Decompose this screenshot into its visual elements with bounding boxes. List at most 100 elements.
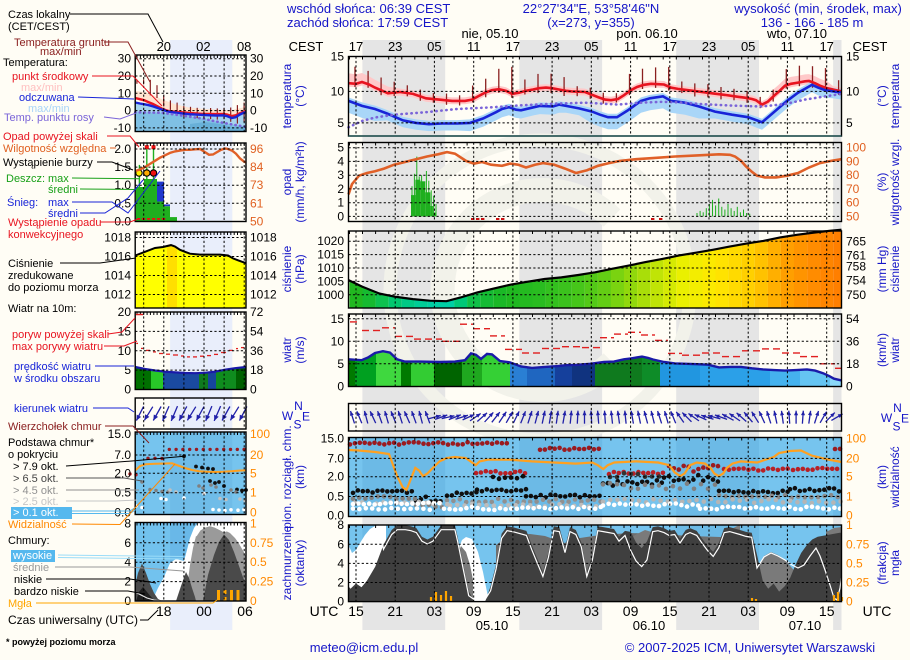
svg-text:17: 17	[819, 39, 833, 54]
svg-text:2: 2	[124, 575, 131, 589]
svg-text:prędkość wiatru: prędkość wiatru	[14, 361, 91, 373]
svg-text:03: 03	[427, 603, 443, 619]
svg-text:(hPa): (hPa)	[293, 254, 307, 283]
svg-text:Wystąpienie opadu: Wystąpienie opadu	[8, 217, 101, 229]
svg-text:> 0.1 okt.: > 0.1 okt.	[13, 507, 59, 519]
svg-text:wschód słońca: 06:39 CEST: wschód słońca: 06:39 CEST	[286, 1, 450, 16]
svg-text:15: 15	[662, 603, 678, 619]
svg-text:15: 15	[348, 603, 364, 619]
svg-text:W: W	[282, 409, 294, 423]
svg-text:Wystąpienie burzy: Wystąpienie burzy	[3, 157, 93, 169]
svg-text:4: 4	[124, 555, 131, 569]
svg-text:23: 23	[545, 39, 559, 54]
svg-text:54: 54	[250, 324, 264, 338]
svg-text:(km): (km)	[293, 465, 307, 489]
svg-text:punkt środkowy: punkt środkowy	[12, 71, 89, 83]
svg-text:5: 5	[337, 116, 344, 130]
svg-text:0.5: 0.5	[114, 196, 131, 210]
svg-text:nie, 05.10: nie, 05.10	[461, 26, 518, 41]
svg-text:(°C): (°C)	[293, 85, 307, 106]
svg-text:UTC: UTC	[863, 603, 892, 619]
svg-text:08: 08	[237, 39, 251, 54]
svg-text:temperatura: temperatura	[888, 63, 902, 128]
svg-text:zachód słońca: 17:59 CEST: zachód słońca: 17:59 CEST	[287, 15, 448, 30]
svg-text:(CET/CEST): (CET/CEST)	[8, 21, 70, 33]
svg-text:-10: -10	[250, 121, 268, 135]
svg-text:05: 05	[741, 39, 755, 54]
svg-text:do poziomu morza: do poziomu morza	[8, 282, 99, 294]
svg-text:6: 6	[124, 536, 131, 550]
svg-text:20: 20	[157, 39, 171, 54]
svg-text:widzialność: widzialność	[888, 446, 902, 508]
svg-text:1014: 1014	[104, 269, 131, 283]
svg-text:> 7.9 okt.: > 7.9 okt.	[13, 461, 59, 473]
svg-text:meteo@icm.edu.pl: meteo@icm.edu.pl	[310, 640, 419, 655]
svg-text:05: 05	[584, 39, 598, 54]
svg-text:15.0: 15.0	[108, 427, 132, 441]
svg-text:72: 72	[250, 305, 264, 319]
svg-text:1010: 1010	[317, 261, 344, 275]
svg-text:8: 8	[337, 518, 344, 532]
svg-text:wiatr: wiatr	[280, 337, 294, 363]
svg-text:Opad powyżej skali: Opad powyżej skali	[3, 131, 98, 143]
svg-text:0: 0	[250, 383, 257, 397]
svg-text:22°27'34"E, 53°58'46"N: 22°27'34"E, 53°58'46"N	[523, 1, 660, 16]
svg-text:Wiatr na 10m:: Wiatr na 10m:	[8, 303, 76, 315]
svg-text:max: max	[48, 173, 69, 185]
svg-text:7.0: 7.0	[114, 448, 131, 462]
svg-text:30: 30	[250, 52, 264, 66]
svg-text:(%): (%)	[875, 173, 889, 192]
svg-text:15: 15	[118, 324, 132, 338]
svg-text:1: 1	[250, 486, 257, 500]
svg-text:1014: 1014	[250, 269, 277, 283]
svg-text:84: 84	[250, 160, 264, 174]
svg-text:36: 36	[846, 334, 860, 348]
svg-text:1005: 1005	[317, 274, 344, 288]
svg-text:0: 0	[846, 595, 853, 609]
svg-text:(mm Hg): (mm Hg)	[875, 246, 889, 293]
svg-text:(mm/h, kg/m²h): (mm/h, kg/m²h)	[293, 141, 307, 222]
svg-text:136 - 166 - 185 m: 136 - 166 - 185 m	[761, 15, 864, 30]
svg-text:w środku obszaru: w środku obszaru	[13, 373, 100, 385]
svg-text:15: 15	[505, 603, 521, 619]
svg-text:Podstawa chmur*: Podstawa chmur*	[8, 437, 95, 449]
svg-text:S: S	[892, 420, 900, 434]
svg-text:zredukowane: zredukowane	[8, 270, 73, 282]
svg-text:10: 10	[331, 84, 345, 98]
svg-text:bardzo niskie: bardzo niskie	[14, 586, 79, 598]
svg-text:odczuwana: odczuwana	[19, 92, 76, 104]
svg-text:0: 0	[250, 104, 257, 118]
svg-text:2.0: 2.0	[327, 470, 344, 484]
svg-text:1012: 1012	[104, 288, 131, 302]
svg-text:0.0: 0.0	[114, 214, 131, 228]
svg-text:1018: 1018	[250, 231, 277, 245]
svg-text:> 4.5 okt.: > 4.5 okt.	[13, 485, 59, 497]
svg-text:(frakcja): (frakcja)	[875, 541, 889, 584]
svg-text:0: 0	[337, 209, 344, 223]
svg-text:wiatr: wiatr	[888, 337, 902, 363]
svg-text:1012: 1012	[250, 288, 277, 302]
svg-text:0: 0	[846, 379, 853, 393]
svg-text:36: 36	[250, 344, 264, 358]
svg-text:Widzialność: Widzialność	[8, 519, 67, 531]
svg-text:wto, 07.10: wto, 07.10	[766, 26, 827, 41]
svg-text:07.10: 07.10	[789, 618, 822, 633]
svg-text:poryw powyżej skali: poryw powyżej skali	[12, 329, 109, 341]
svg-text:(x=273, y=355): (x=273, y=355)	[547, 15, 634, 30]
svg-text:Śnieg:: Śnieg:	[7, 196, 38, 209]
svg-text:18: 18	[846, 357, 860, 371]
svg-text:max/min: max/min	[40, 46, 82, 58]
svg-text:zachmurzenie: zachmurzenie	[280, 525, 294, 600]
svg-text:761: 761	[846, 249, 866, 263]
svg-text:0: 0	[846, 509, 853, 523]
svg-text:pion. rozciągł. chm.: pion. rozciągł. chm.	[280, 425, 294, 528]
svg-text:750: 750	[846, 288, 866, 302]
svg-text:0.5: 0.5	[327, 490, 344, 504]
svg-text:17: 17	[663, 39, 677, 54]
svg-text:23: 23	[702, 39, 716, 54]
svg-text:02: 02	[196, 39, 210, 54]
svg-text:11: 11	[467, 39, 481, 54]
svg-text:0: 0	[250, 506, 257, 520]
svg-text:05.10: 05.10	[476, 618, 509, 633]
svg-text:Temp. punktu rosy: Temp. punktu rosy	[4, 112, 94, 124]
